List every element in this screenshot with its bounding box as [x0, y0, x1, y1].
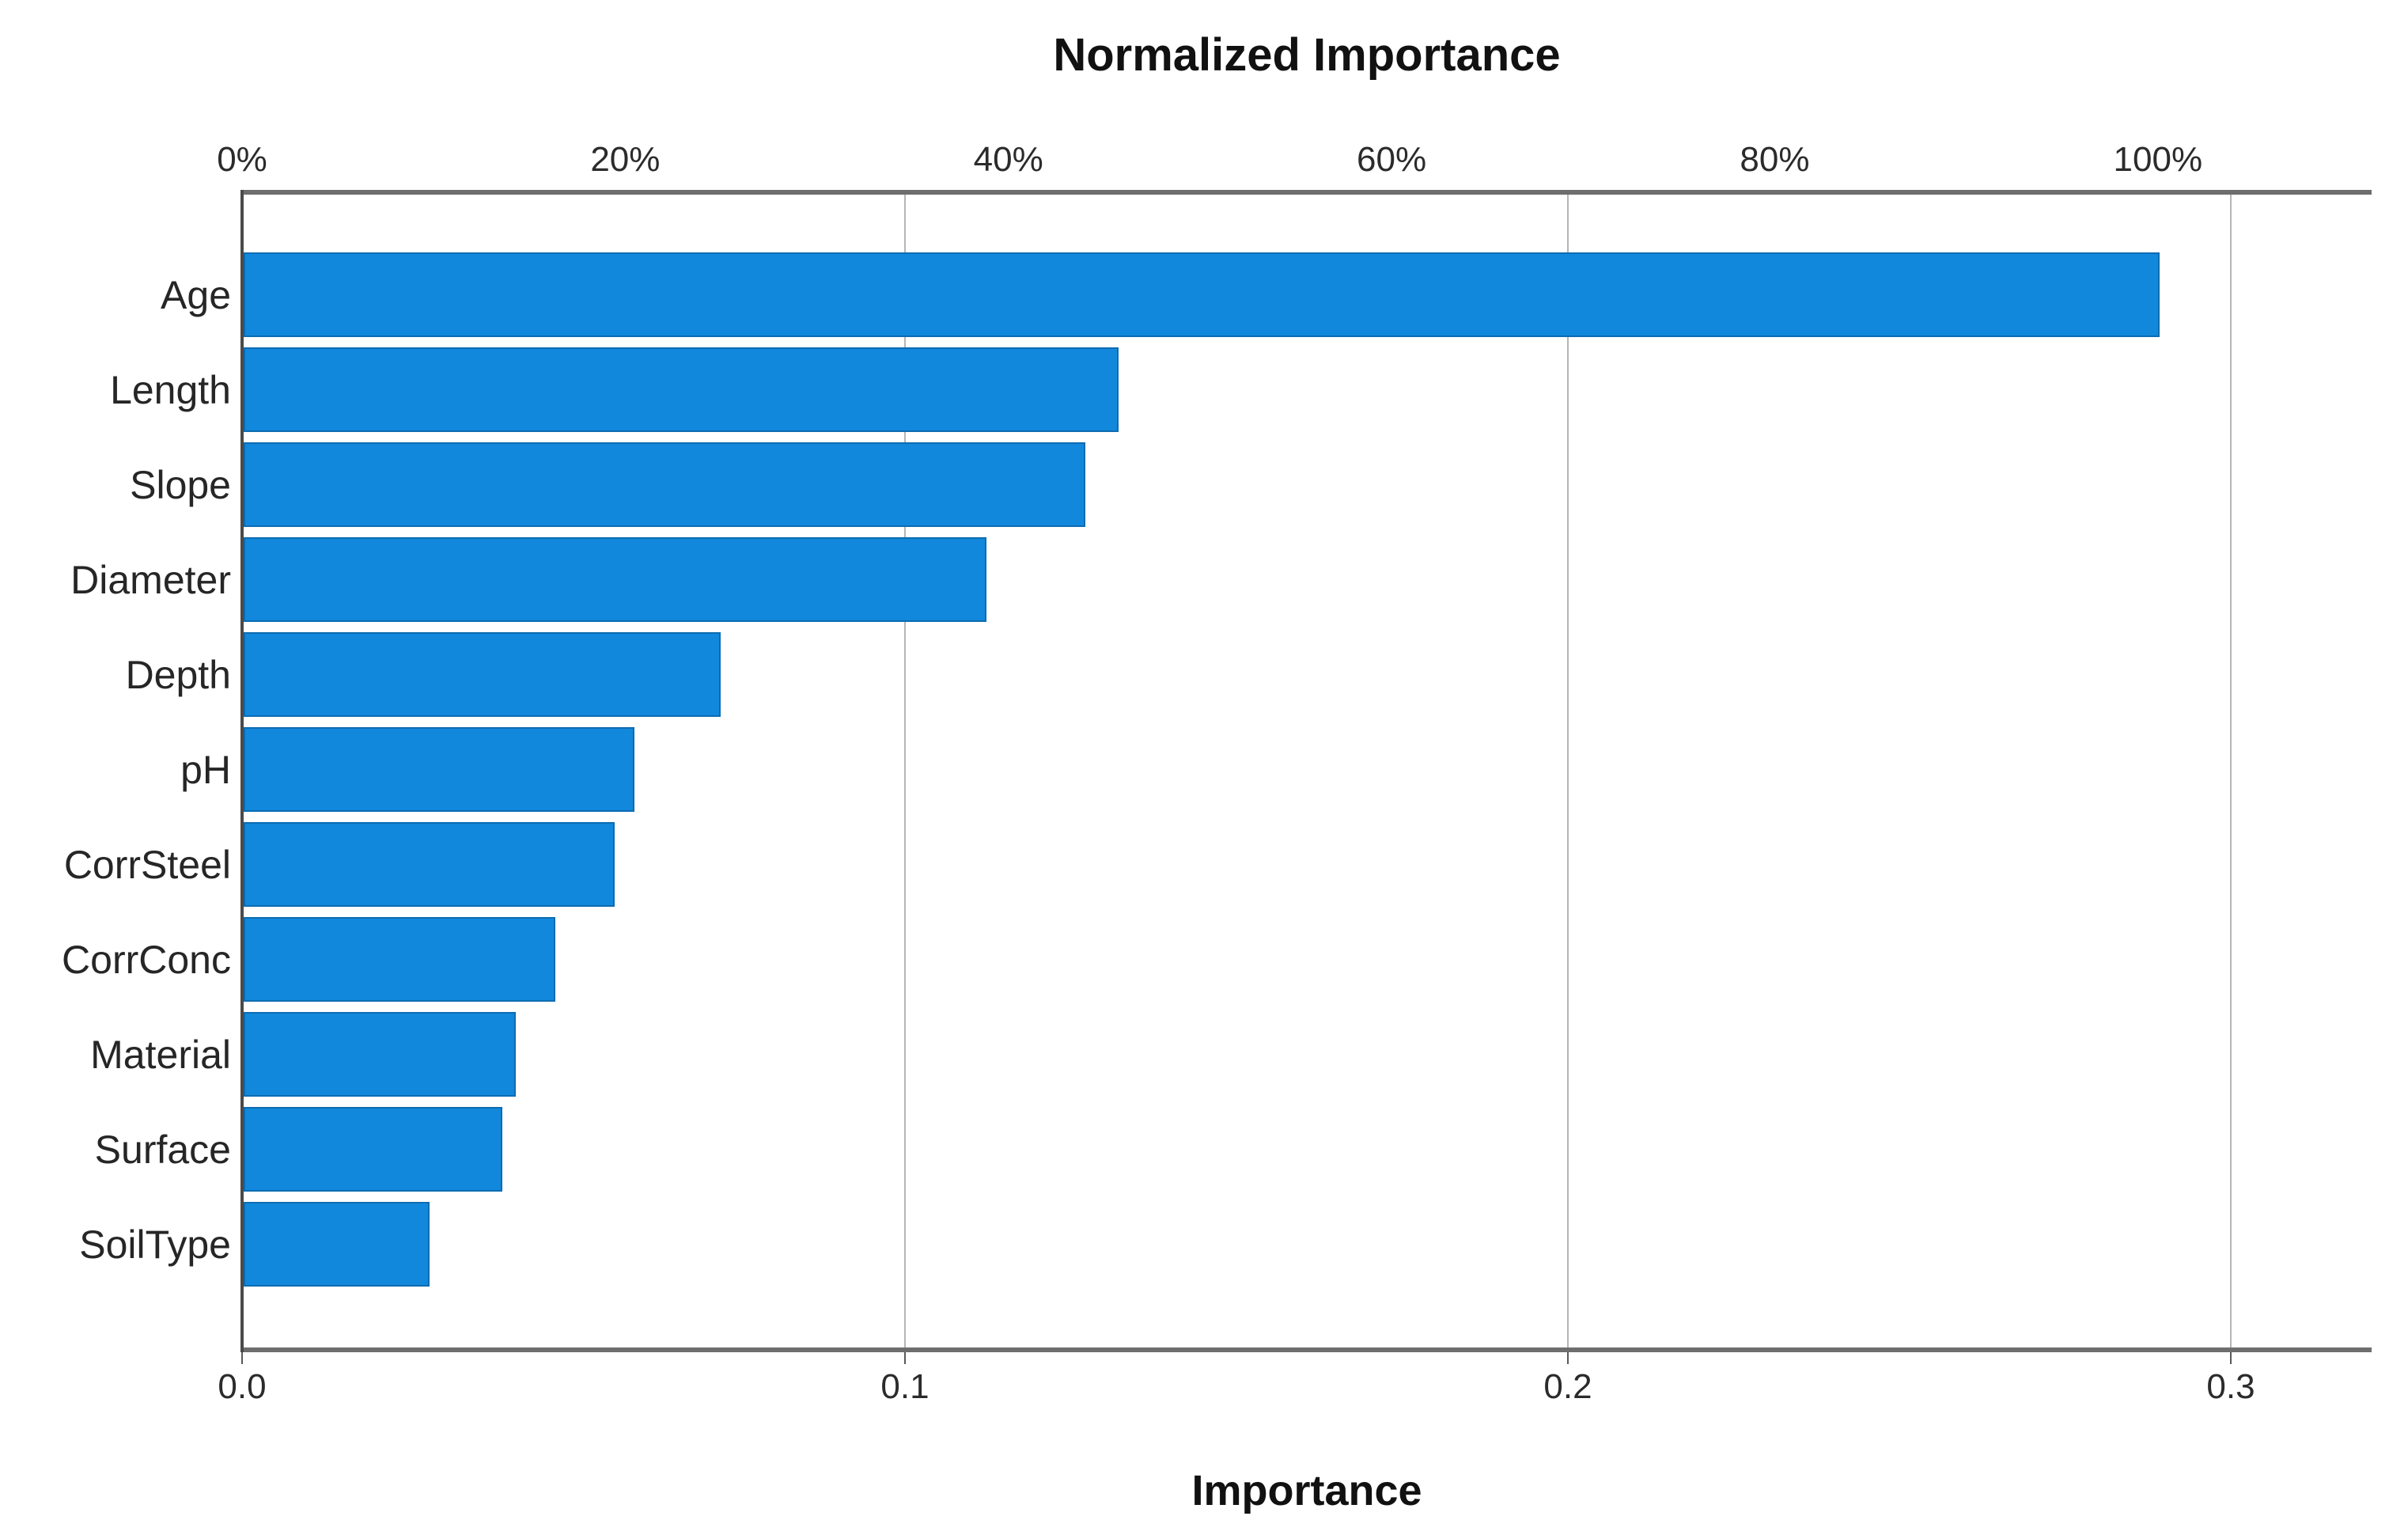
y-axis-line	[240, 190, 244, 1352]
top-axis-tick-label: 20%	[590, 140, 661, 179]
plot-bottom-border	[240, 1347, 2372, 1352]
category-label-corrsteel: CorrSteel	[63, 842, 231, 887]
top-axis-tick-label: 80%	[1740, 140, 1810, 179]
bar-length	[244, 347, 1119, 432]
top-axis-tick-label: 60%	[1357, 140, 1427, 179]
category-label-age: Age	[161, 272, 231, 317]
bar-soiltype	[244, 1202, 430, 1287]
bar-corrsteel	[244, 822, 615, 907]
category-label-material: Material	[90, 1032, 231, 1077]
bar-corrconc	[244, 917, 555, 1002]
x-axis-tick	[2230, 1352, 2232, 1364]
plot-top-border	[240, 190, 2372, 195]
x-axis-title: Importance	[1191, 1467, 1422, 1514]
x-axis-tick	[1567, 1352, 1569, 1364]
top-axis-tick-label: 0%	[217, 140, 267, 179]
top-axis-tick-label: 40%	[973, 140, 1043, 179]
x-axis-tick	[241, 1352, 243, 1364]
category-label-ph: pH	[180, 747, 231, 792]
gridline	[2230, 195, 2232, 1347]
category-label-corrconc: CorrConc	[62, 937, 231, 982]
bar-age	[244, 252, 2160, 337]
category-label-depth: Depth	[125, 652, 231, 697]
x-axis-tick-label: 0.3	[2206, 1367, 2255, 1406]
category-label-length: Length	[110, 367, 231, 412]
bar-ph	[244, 727, 634, 812]
x-axis-tick-label: 0.2	[1543, 1367, 1592, 1406]
top-axis-tick-label: 100%	[2113, 140, 2203, 179]
gridline	[904, 195, 906, 1347]
x-axis-tick	[904, 1352, 906, 1364]
chart-title: Normalized Importance	[1053, 29, 1561, 81]
gridline	[1567, 195, 1569, 1347]
category-label-soiltype: SoilType	[79, 1222, 231, 1267]
category-label-slope: Slope	[130, 462, 231, 507]
bar-surface	[244, 1107, 502, 1192]
x-axis-tick-label: 0.1	[880, 1367, 930, 1406]
bar-diameter	[244, 537, 986, 622]
bar-slope	[244, 442, 1085, 527]
bar-material	[244, 1012, 516, 1097]
bar-depth	[244, 632, 721, 717]
x-axis-tick-label: 0.0	[218, 1367, 267, 1406]
category-label-surface: Surface	[94, 1127, 231, 1172]
category-label-diameter: Diameter	[70, 557, 231, 602]
